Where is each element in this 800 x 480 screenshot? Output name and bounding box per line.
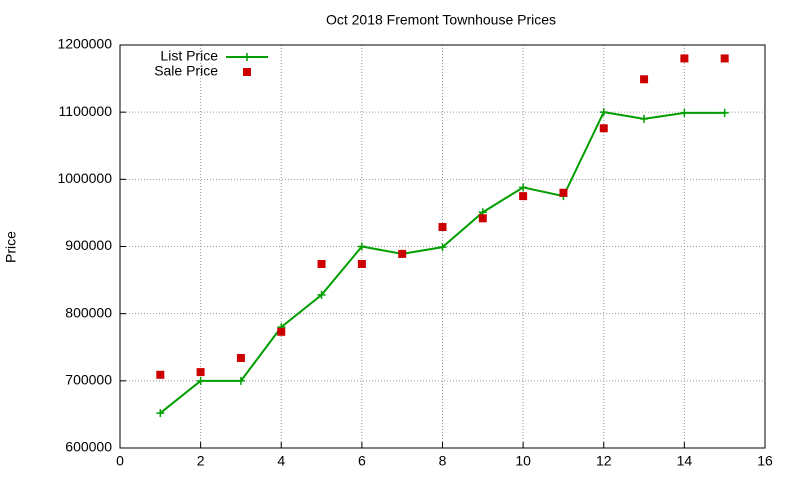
x-tick-label: 6: [358, 453, 366, 469]
data-point: [196, 376, 205, 385]
legend-marker: [243, 68, 251, 76]
legend-marker: [243, 53, 251, 61]
y-tick-label: 1000000: [57, 170, 112, 186]
data-point: [720, 54, 729, 63]
data-point: [680, 108, 689, 117]
data-point: [357, 259, 366, 268]
data-point: [398, 249, 407, 258]
data-point: [559, 188, 568, 197]
x-tick-label: 12: [596, 453, 612, 469]
x-tick-label: 10: [515, 453, 531, 469]
y-tick-label: 800000: [65, 304, 112, 320]
y-tick-label: 1200000: [57, 36, 112, 52]
data-point: [599, 108, 608, 117]
x-tick-label: 2: [197, 453, 205, 469]
data-point: [438, 223, 447, 232]
data-point: [720, 108, 729, 117]
x-tick-label: 16: [757, 453, 773, 469]
data-point: [640, 75, 649, 84]
plot-frame: [119, 44, 766, 449]
data-point: [317, 259, 326, 268]
data-point: [478, 214, 487, 223]
legend-label: Sale Price: [154, 63, 218, 79]
y-tick-label: 700000: [65, 372, 112, 388]
x-tick-label: 4: [277, 453, 285, 469]
data-point: [599, 124, 608, 133]
y-tick-label: 900000: [65, 237, 112, 253]
data-point: [438, 243, 447, 252]
legend-label: List Price: [160, 48, 218, 64]
data-point: [156, 370, 165, 379]
data-point: [236, 376, 245, 385]
data-point: [519, 183, 528, 192]
data-point: [196, 368, 205, 377]
data-point: [277, 327, 286, 336]
data-point: [317, 290, 326, 299]
y-tick-label: 600000: [65, 439, 112, 455]
y-tick-label: 1100000: [59, 103, 113, 119]
x-tick-label: 14: [677, 453, 693, 469]
data-point: [680, 54, 689, 63]
y-axis-label: Price: [3, 231, 19, 263]
data-point: [640, 114, 649, 123]
chart-title: Oct 2018 Fremont Townhouse Prices: [326, 12, 556, 28]
data-point: [357, 242, 366, 251]
data-point: [156, 409, 165, 418]
data-point: [236, 353, 245, 362]
data-point: [519, 192, 528, 201]
x-tick-label: 8: [439, 453, 447, 469]
x-tick-label: 0: [116, 453, 124, 469]
